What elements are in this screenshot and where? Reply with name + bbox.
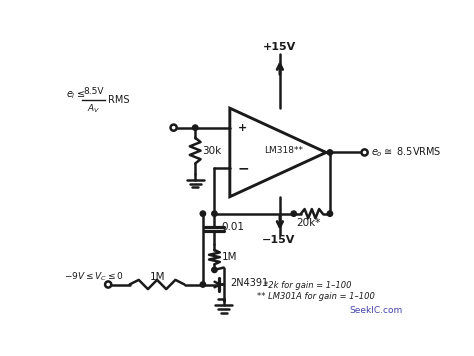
Text: *2k for gain = 1–100: *2k for gain = 1–100: [264, 281, 352, 290]
Text: 30k: 30k: [202, 146, 221, 156]
Circle shape: [362, 150, 368, 156]
Text: 2N4391: 2N4391: [230, 278, 268, 288]
Circle shape: [200, 211, 206, 216]
Text: 20k*: 20k*: [296, 218, 320, 228]
Text: $A_V$: $A_V$: [87, 103, 100, 115]
Text: RMS: RMS: [108, 95, 130, 105]
Circle shape: [105, 282, 111, 288]
Circle shape: [327, 211, 333, 216]
Text: 1M: 1M: [149, 272, 165, 282]
Text: SeekIC.com: SeekIC.com: [349, 306, 402, 315]
Text: 0.01: 0.01: [221, 222, 245, 232]
Circle shape: [212, 211, 217, 216]
Circle shape: [171, 125, 177, 131]
Text: 8.5V: 8.5V: [83, 87, 104, 96]
Circle shape: [200, 282, 206, 287]
Circle shape: [291, 211, 296, 216]
Circle shape: [212, 267, 217, 273]
Text: 1M: 1M: [221, 252, 237, 262]
Text: $e_o \cong$ 8.5VRMS: $e_o \cong$ 8.5VRMS: [371, 145, 441, 158]
Text: $-9V \leq V_C \leq 0$: $-9V \leq V_C \leq 0$: [64, 271, 124, 283]
Text: $e_i \leq$: $e_i \leq$: [66, 89, 85, 101]
Text: +: +: [237, 123, 247, 133]
Text: ** LM301A for gain = 1–100: ** LM301A for gain = 1–100: [257, 292, 374, 301]
Circle shape: [192, 125, 198, 130]
Text: −: −: [237, 161, 249, 176]
Text: +15V: +15V: [263, 42, 297, 52]
Text: LM318**: LM318**: [264, 146, 304, 156]
Text: −15V: −15V: [262, 235, 295, 245]
Circle shape: [327, 150, 333, 155]
